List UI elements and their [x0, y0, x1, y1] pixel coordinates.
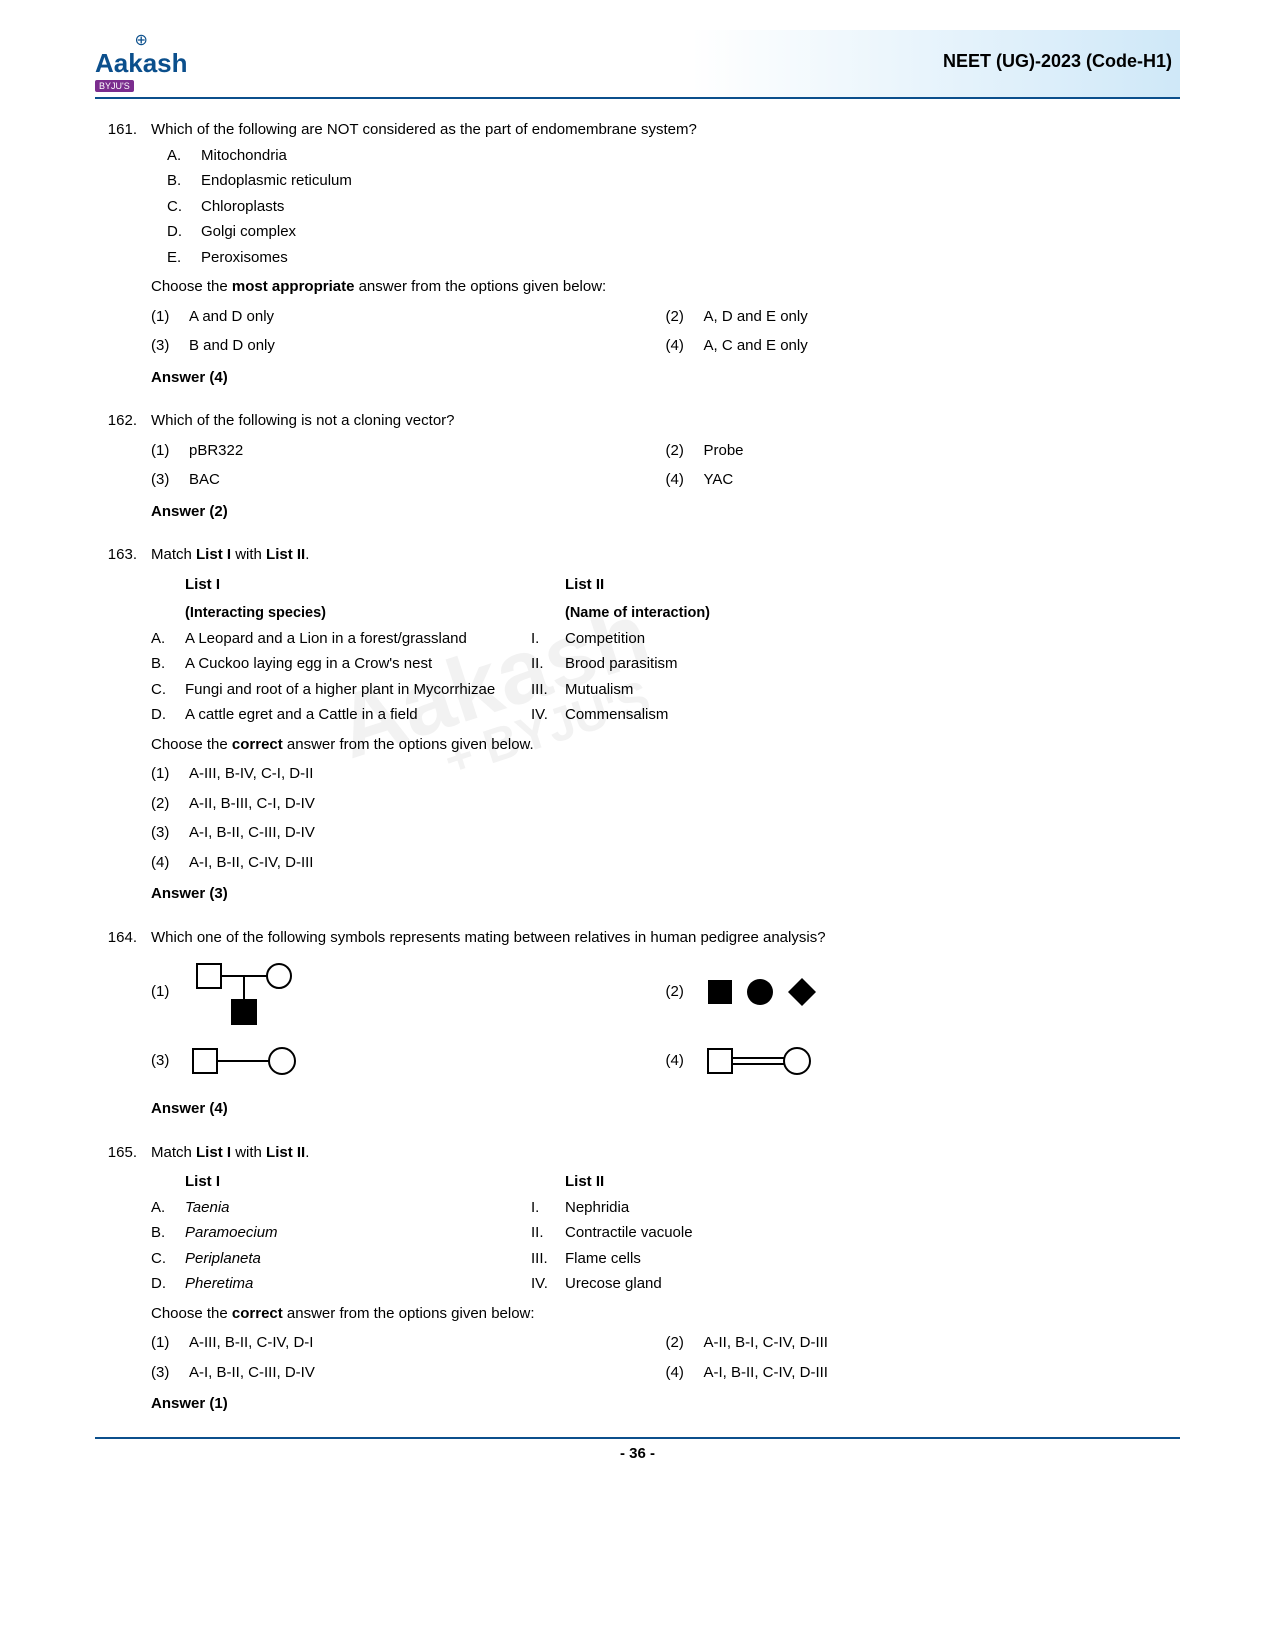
logo-symbol: ⊕	[95, 30, 188, 50]
answer: Answer (4)	[151, 1096, 1180, 1122]
question-number: 163.	[95, 542, 151, 907]
instruction: Choose the correct answer from the optio…	[151, 732, 1180, 758]
answer: Answer (4)	[151, 365, 1180, 391]
pedigree-symbol-3	[189, 1044, 309, 1078]
answer: Answer (1)	[151, 1391, 1180, 1417]
question-162: 162. Which of the following is not a clo…	[95, 408, 1180, 524]
question-number: 162.	[95, 408, 151, 524]
question-text: Match List I with List II.	[151, 542, 1180, 568]
pedigree-symbol-2	[704, 972, 834, 1012]
logo: ⊕ Aakash BYJU'S	[95, 30, 188, 93]
logo-sub: BYJU'S	[95, 80, 134, 92]
question-text: Which one of the following symbols repre…	[151, 925, 1180, 951]
page-footer: - 36 -	[95, 1437, 1180, 1462]
question-164: 164. Which one of the following symbols …	[95, 925, 1180, 1122]
header-bar: ⊕ Aakash BYJU'S NEET (UG)-2023 (Code-H1)	[95, 30, 1180, 99]
instruction: Choose the correct answer from the optio…	[151, 1301, 1180, 1327]
instruction: Choose the most appropriate answer from …	[151, 274, 1180, 300]
question-text: Which of the following is not a cloning …	[151, 408, 1180, 434]
pedigree-symbol-1	[189, 958, 309, 1026]
question-text: Which of the following are NOT considere…	[151, 117, 1180, 143]
answer: Answer (2)	[151, 499, 1180, 525]
question-number: 165.	[95, 1140, 151, 1417]
pedigree-symbol-4	[704, 1044, 824, 1078]
question-161: 161. Which of the following are NOT cons…	[95, 117, 1180, 390]
question-163: 163. Match List I with List II. List I L…	[95, 542, 1180, 907]
question-text: Match List I with List II.	[151, 1140, 1180, 1166]
questions-container: 161. Which of the following are NOT cons…	[95, 117, 1180, 1417]
question-number: 161.	[95, 117, 151, 390]
question-number: 164.	[95, 925, 151, 1122]
page-number: - 36 -	[620, 1445, 655, 1462]
logo-main: Aakash	[95, 50, 188, 76]
answer: Answer (3)	[151, 881, 1180, 907]
exam-label: NEET (UG)-2023 (Code-H1)	[943, 51, 1180, 72]
question-165: 165. Match List I with List II. List I L…	[95, 1140, 1180, 1417]
